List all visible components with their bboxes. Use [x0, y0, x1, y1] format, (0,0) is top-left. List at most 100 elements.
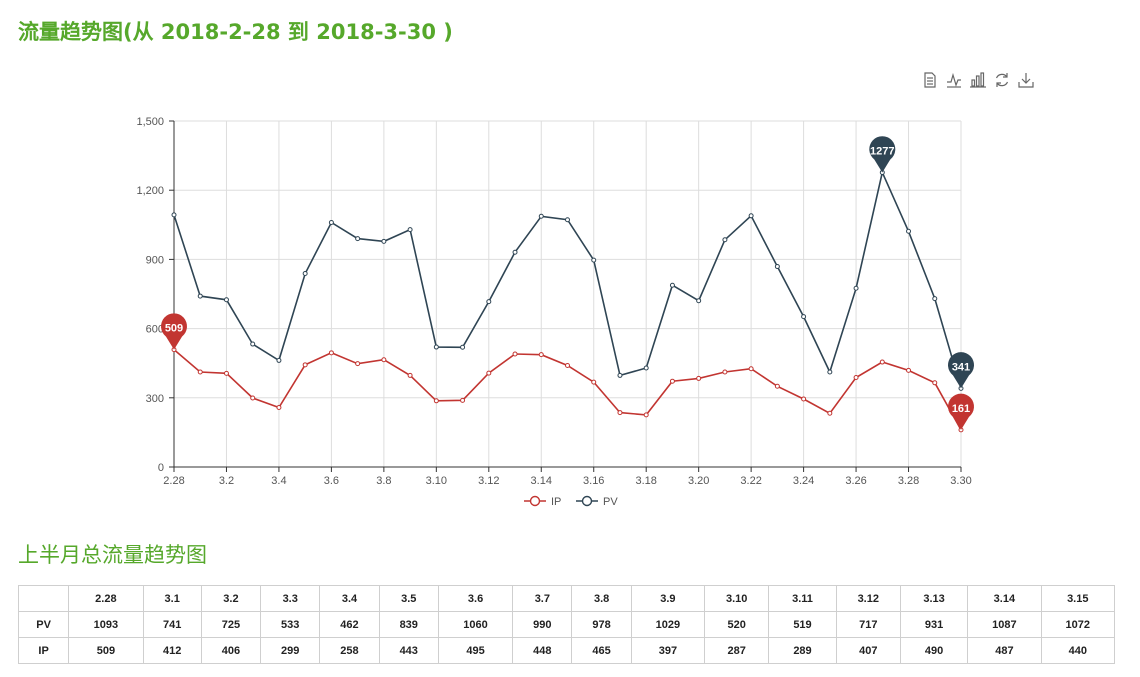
data-point-pv [853, 285, 859, 291]
data-point-pv [223, 297, 229, 303]
data-point-ip [565, 363, 570, 369]
table-cell: 931 [899, 611, 969, 638]
table-header-cell: 3.11 [768, 585, 837, 612]
data-point-pv [302, 270, 308, 276]
legend-item-pv[interactable]: PV [576, 495, 618, 508]
table-header-cell: 3.14 [967, 585, 1042, 612]
table-cell: 440 [1040, 637, 1116, 664]
table-header-row: 2.28 3.1 3.2 3.3 3.4 3.5 3.6 3.7 3.8 3.9 3.10 3.11 3… [17, 585, 1116, 612]
x-tick-label: 3.10 [426, 475, 447, 487]
data-point-pv [801, 314, 807, 320]
data-point-pv [591, 257, 597, 263]
x-tick-label: 3.8 [376, 475, 391, 487]
data-table-wrapper: 2.28 3.1 3.2 3.3 3.4 3.5 3.6 3.7 3.8 3.9 3.10 3.11 3… [17, 585, 1116, 664]
data-point-ip [879, 359, 885, 365]
table-cell: 465 [571, 637, 632, 664]
bar-chart-icon[interactable] [968, 70, 988, 90]
x-tick-label: 3.2 [219, 475, 234, 487]
pin-marker-ip: 161 [947, 393, 974, 430]
table-cell: 990 [512, 611, 573, 638]
data-point-pv [696, 298, 702, 304]
table-header-cell: 3.3 [260, 585, 321, 612]
data-point-pv [827, 369, 833, 375]
x-tick-label: 3.6 [324, 475, 339, 487]
data-point-pv [381, 238, 387, 244]
data-point-ip [906, 367, 912, 373]
chart-legend: IP PV [524, 495, 618, 508]
pin-label: 1277 [870, 145, 894, 157]
data-point-pv [328, 219, 334, 225]
data-point-ip [433, 398, 439, 404]
legend-label: PV [603, 496, 618, 508]
table-header-cell: 3.8 [571, 585, 632, 612]
series-line-ip [173, 348, 962, 431]
data-point-pv [906, 228, 912, 234]
data-point-ip [853, 375, 859, 381]
table-cell: 495 [437, 637, 514, 664]
x-tick-label: 3.22 [740, 475, 761, 487]
data-point-ip [827, 410, 833, 416]
data-point-pv [276, 357, 282, 363]
table-header-cell: 2.28 [68, 585, 144, 612]
x-tick-label: 3.20 [688, 475, 709, 487]
data-point-ip [381, 357, 387, 363]
pin-shape [869, 136, 896, 173]
data-point-pv [197, 293, 203, 299]
data-point-ip [355, 361, 361, 367]
table-cell: 978 [571, 611, 632, 638]
table-cell: 1029 [630, 611, 706, 638]
pin-marker-pv: 341 [947, 352, 974, 389]
data-point-ip [460, 397, 466, 403]
table-header-cell: 3.13 [899, 585, 969, 612]
data-point-ip [197, 369, 203, 375]
table-header-cell: 3.2 [200, 585, 262, 612]
legend-item-ip[interactable]: IP [524, 495, 561, 508]
data-point-pv [171, 212, 177, 218]
restore-icon[interactable] [992, 70, 1012, 90]
data-point-ip [643, 412, 649, 418]
table-cell: 448 [512, 637, 573, 664]
table-header-cell [17, 585, 70, 612]
data-point-ip [512, 351, 518, 357]
pin-shape [161, 313, 187, 350]
data-point-ip [801, 396, 807, 402]
pin-marker-ip: 509 [161, 313, 187, 350]
table-header-cell: 3.15 [1040, 585, 1116, 612]
y-tick-label: 300 [146, 393, 164, 405]
table-cell: 533 [260, 611, 321, 638]
data-point-pv [932, 296, 938, 302]
table-cell: 258 [319, 637, 380, 664]
data-point-ip [538, 352, 544, 358]
data-point-pv [748, 213, 754, 219]
table-cell: 443 [378, 637, 439, 664]
data-point-ip [696, 375, 702, 381]
pin-marker-pv: 1277 [869, 136, 896, 173]
y-tick-label: 0 [158, 462, 164, 474]
table-header-cell: 3.12 [835, 585, 901, 612]
data-table: 2.28 3.1 3.2 3.3 3.4 3.5 3.6 3.7 3.8 3.9 3.10 3.11 3… [17, 585, 1116, 664]
table-cell: 725 [200, 611, 262, 638]
pin-label: 341 [952, 361, 970, 373]
table-cell: 287 [704, 637, 770, 664]
data-point-ip [250, 395, 256, 401]
data-view-icon[interactable] [920, 70, 940, 90]
table-cell: 1093 [68, 611, 144, 638]
y-tick-label: 1,200 [136, 185, 164, 197]
chart-title: 流量趋势图(从 2018-2-28 到 2018-3-30 ) [18, 20, 453, 44]
trend-line-chart: 0 300 600 900 1,200 1,500 2.28 3.2 3.4 3.6 3.8 3.10… [136, 116, 974, 508]
legend-symbol [581, 495, 593, 507]
data-point-ip [932, 380, 938, 386]
table-cell: 289 [768, 637, 837, 664]
data-point-pv [565, 217, 570, 223]
table-cell: IP [17, 637, 70, 664]
download-icon[interactable] [1016, 70, 1036, 90]
table-row: IP 509 412 406 299 258 443 495 448 465 397 287 289 40… [17, 637, 1116, 664]
table-cell: 490 [899, 637, 969, 664]
x-tick-label: 3.12 [478, 475, 499, 487]
data-point-ip [328, 350, 334, 356]
legend-symbol [529, 495, 541, 507]
line-chart-icon[interactable] [944, 70, 964, 90]
table-header-cell: 3.10 [704, 585, 770, 612]
data-point-ip [722, 369, 728, 375]
table-cell: 406 [200, 637, 262, 664]
